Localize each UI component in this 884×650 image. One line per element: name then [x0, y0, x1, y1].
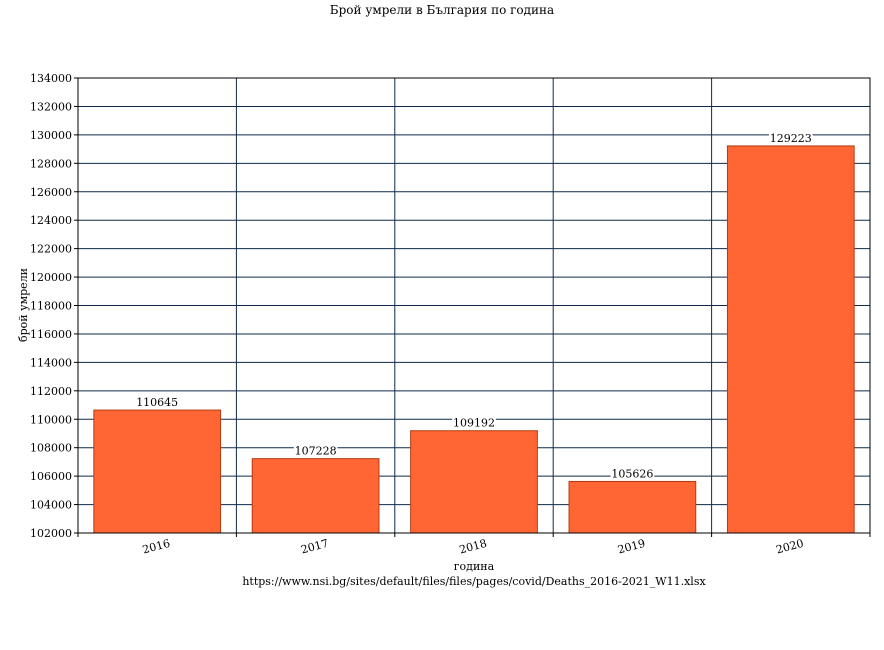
y-ticks: 102000 104000 106000 108000 110000 112000 1140… [30, 72, 78, 540]
y-tick-label: 126000 [30, 186, 72, 199]
data-label-bg [610, 467, 655, 480]
bar-2020 [726, 145, 855, 534]
data-label-2020: 129223 [770, 132, 812, 145]
data-label-bg [135, 396, 179, 409]
y-tick-label: 128000 [30, 157, 72, 170]
x-tick-label-2017: 2017 [299, 537, 329, 557]
bar-2016 [93, 409, 222, 534]
y-tick-label: 122000 [30, 243, 72, 256]
data-label-bg [293, 444, 338, 457]
chart-title: Брой умрели в България по година [330, 3, 554, 17]
x-tick-label-2016: 2016 [141, 537, 171, 557]
y-tick-label: 104000 [30, 499, 72, 512]
x-tick-label-2018: 2018 [458, 537, 488, 557]
x-tick-label-2019: 2019 [616, 537, 646, 557]
y-tick-label: 110000 [30, 413, 72, 426]
bar-2019 [568, 480, 697, 534]
y-tick-label: 112000 [30, 385, 72, 398]
y-tick-label: 118000 [30, 300, 72, 313]
x-ticks: 2016 2017 2018 2019 2020 [77, 533, 871, 557]
data-label-2018: 109192 [453, 417, 495, 430]
y-tick-label: 124000 [30, 214, 72, 227]
y-tick-label: 106000 [30, 470, 72, 483]
data-label-2019: 105626 [611, 467, 653, 480]
source-url: https://www.nsi.bg/sites/default/files/f… [242, 575, 706, 588]
y-tick-label: 130000 [30, 129, 72, 142]
y-tick-label: 108000 [30, 442, 72, 455]
data-label-bg [769, 131, 813, 144]
x-tick-label-2020: 2020 [775, 537, 805, 557]
data-label-2016: 110645 [136, 396, 178, 409]
y-tick-label: 102000 [30, 527, 72, 540]
y-tick-label: 120000 [30, 271, 72, 284]
data-label-bg [452, 416, 496, 429]
bar-2017 [251, 458, 380, 534]
y-tick-label: 116000 [30, 328, 72, 341]
y-axis-label: брой умрели [17, 268, 30, 342]
y-tick-label: 114000 [30, 356, 72, 369]
bar-2018 [410, 430, 538, 534]
data-label-2017: 107228 [295, 445, 337, 458]
y-tick-label: 132000 [30, 100, 72, 113]
data-labels: 110645 107228 109192 105626 129223 [135, 131, 813, 480]
y-tick-label: 134000 [30, 72, 72, 85]
x-axis-label: година [454, 560, 495, 573]
bars [93, 145, 855, 534]
